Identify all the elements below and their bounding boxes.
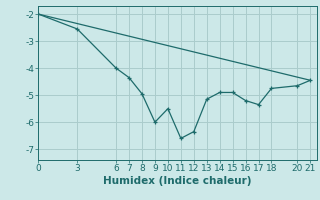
- X-axis label: Humidex (Indice chaleur): Humidex (Indice chaleur): [103, 176, 252, 186]
